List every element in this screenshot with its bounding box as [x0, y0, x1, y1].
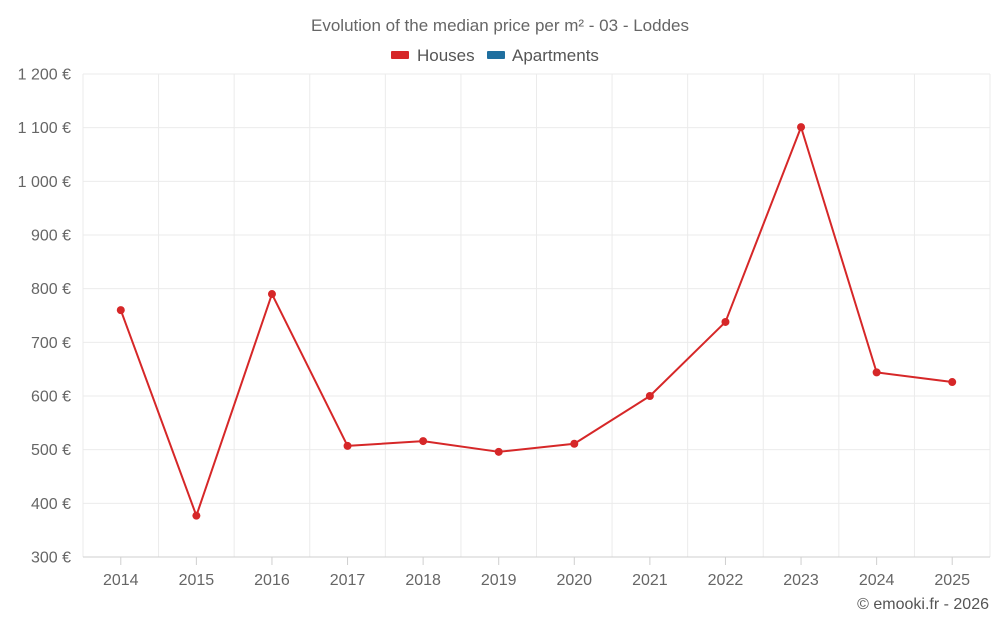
y-tick-label: 500 € — [31, 442, 71, 459]
legend-item-apartments[interactable]: Apartments — [487, 46, 599, 65]
y-tick-label: 400 € — [31, 496, 71, 513]
data-point-houses-2025[interactable] — [948, 378, 957, 387]
y-tick-label: 900 € — [31, 228, 71, 245]
x-tick-label: 2017 — [330, 572, 366, 589]
y-tick-label: 700 € — [31, 335, 71, 352]
x-tick-label: 2022 — [708, 572, 744, 589]
legend-label-apartments: Apartments — [512, 46, 599, 65]
legend-label-houses: Houses — [417, 46, 475, 65]
chart-title: Evolution of the median price per m² - 0… — [311, 16, 689, 35]
x-tick-label: 2020 — [556, 572, 592, 589]
y-tick-label: 1 000 € — [18, 174, 71, 191]
data-point-houses-2019[interactable] — [494, 447, 503, 456]
x-tick-label: 2014 — [103, 572, 139, 589]
x-tick-label: 2015 — [179, 572, 215, 589]
legend-swatch-apartments — [487, 51, 505, 59]
data-point-houses-2016[interactable] — [267, 290, 276, 299]
data-point-houses-2021[interactable] — [645, 392, 654, 400]
x-tick-label: 2019 — [481, 572, 517, 589]
x-tick-label: 2018 — [405, 572, 441, 589]
data-point-houses-2024[interactable] — [872, 368, 881, 377]
x-tick-label: 2024 — [859, 572, 895, 589]
data-point-houses-2020[interactable] — [570, 439, 579, 448]
legend-swatch-houses — [391, 51, 409, 59]
data-point-houses-2018[interactable] — [419, 437, 428, 446]
data-point-houses-2014[interactable] — [116, 306, 125, 315]
x-tick-label: 2023 — [783, 572, 819, 589]
y-tick-label: 1 100 € — [18, 120, 71, 137]
series-layer — [116, 123, 957, 520]
grid-layer — [82, 73, 991, 557]
series-line-houses — [119, 126, 953, 517]
data-point-houses-2023[interactable] — [797, 123, 806, 132]
x-tick-label: 2025 — [934, 572, 970, 589]
legend: Houses Apartments — [391, 46, 599, 65]
data-point-houses-2022[interactable] — [721, 317, 730, 326]
data-point-houses-2017[interactable] — [343, 441, 352, 450]
copyright-credit: © emooki.fr - 2026 — [857, 596, 989, 613]
data-point-houses-2015[interactable] — [192, 511, 201, 520]
y-tick-label: 800 € — [31, 281, 71, 298]
y-tick-label: 600 € — [31, 389, 71, 406]
x-tick-label: 2021 — [632, 572, 668, 589]
x-axis: 2014 2015 2016 2017 2018 2019 2020 2021 2022 2023… — [103, 557, 970, 589]
y-tick-label: 1 200 € — [18, 67, 71, 84]
legend-item-houses[interactable]: Houses — [391, 46, 475, 65]
x-tick-label: 2016 — [254, 572, 290, 589]
y-tick-label: 300 € — [31, 550, 71, 567]
y-axis: 300 € 400 € 500 € 600 € 700 € 800 € 900 € 1 000… — [18, 67, 71, 567]
